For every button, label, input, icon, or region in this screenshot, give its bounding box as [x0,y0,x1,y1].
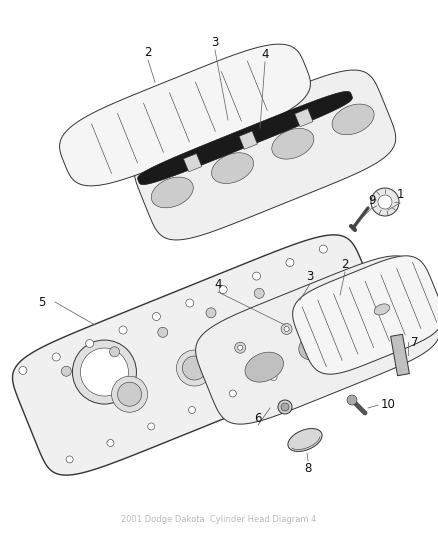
Polygon shape [184,154,202,172]
Polygon shape [293,256,438,374]
Circle shape [352,341,359,348]
Circle shape [241,324,277,360]
Circle shape [371,188,399,216]
Circle shape [188,407,195,414]
Circle shape [328,305,339,316]
Circle shape [183,356,206,380]
Circle shape [219,286,227,294]
Circle shape [347,395,357,405]
Text: 3: 3 [211,36,219,50]
Circle shape [319,245,327,253]
Circle shape [374,286,385,297]
Circle shape [330,308,336,313]
Text: 4: 4 [261,49,269,61]
Circle shape [253,272,261,280]
Circle shape [148,423,155,430]
Circle shape [19,367,27,375]
Circle shape [311,357,318,364]
Circle shape [284,327,289,332]
Circle shape [378,195,392,209]
Circle shape [281,324,292,335]
Text: 10: 10 [381,399,396,411]
Circle shape [238,345,243,350]
Circle shape [158,327,168,337]
Circle shape [86,340,94,348]
Circle shape [206,308,216,318]
Polygon shape [245,352,283,382]
Circle shape [254,288,264,298]
Circle shape [177,350,212,386]
Circle shape [152,312,160,320]
Text: 1: 1 [396,189,404,201]
Text: 8: 8 [304,462,312,474]
Circle shape [247,330,272,354]
Circle shape [117,382,141,406]
Circle shape [107,440,114,447]
Polygon shape [391,334,410,376]
Circle shape [186,299,194,307]
Text: 9: 9 [368,193,376,206]
Polygon shape [295,109,313,127]
Text: 3: 3 [306,271,314,284]
Text: 7: 7 [411,335,419,349]
Polygon shape [151,177,193,208]
Circle shape [286,259,294,266]
Circle shape [230,390,237,397]
Polygon shape [288,429,322,451]
Polygon shape [196,256,438,424]
Circle shape [52,353,60,361]
Polygon shape [239,131,258,149]
Circle shape [72,340,136,404]
Circle shape [278,400,292,414]
Circle shape [281,403,289,411]
Polygon shape [60,44,311,186]
Polygon shape [272,128,314,159]
Text: 2001 Dodge Dakota  Cylinder Head Diagram 4: 2001 Dodge Dakota Cylinder Head Diagram … [121,515,317,524]
Polygon shape [374,304,389,315]
Text: 5: 5 [38,295,46,309]
Circle shape [110,347,120,357]
Polygon shape [138,91,353,184]
Text: 4: 4 [214,279,222,292]
Circle shape [81,348,128,396]
Circle shape [119,326,127,334]
Polygon shape [134,70,396,240]
Circle shape [270,374,277,381]
Circle shape [66,456,73,463]
Text: 2: 2 [144,46,152,60]
Polygon shape [353,309,391,338]
Circle shape [61,366,71,376]
Polygon shape [332,104,374,135]
Polygon shape [299,330,337,360]
Polygon shape [13,235,388,475]
Circle shape [235,342,246,353]
Circle shape [112,376,148,412]
Polygon shape [212,153,254,183]
Text: 2: 2 [341,259,349,271]
Circle shape [377,289,382,294]
Text: 6: 6 [254,411,262,424]
